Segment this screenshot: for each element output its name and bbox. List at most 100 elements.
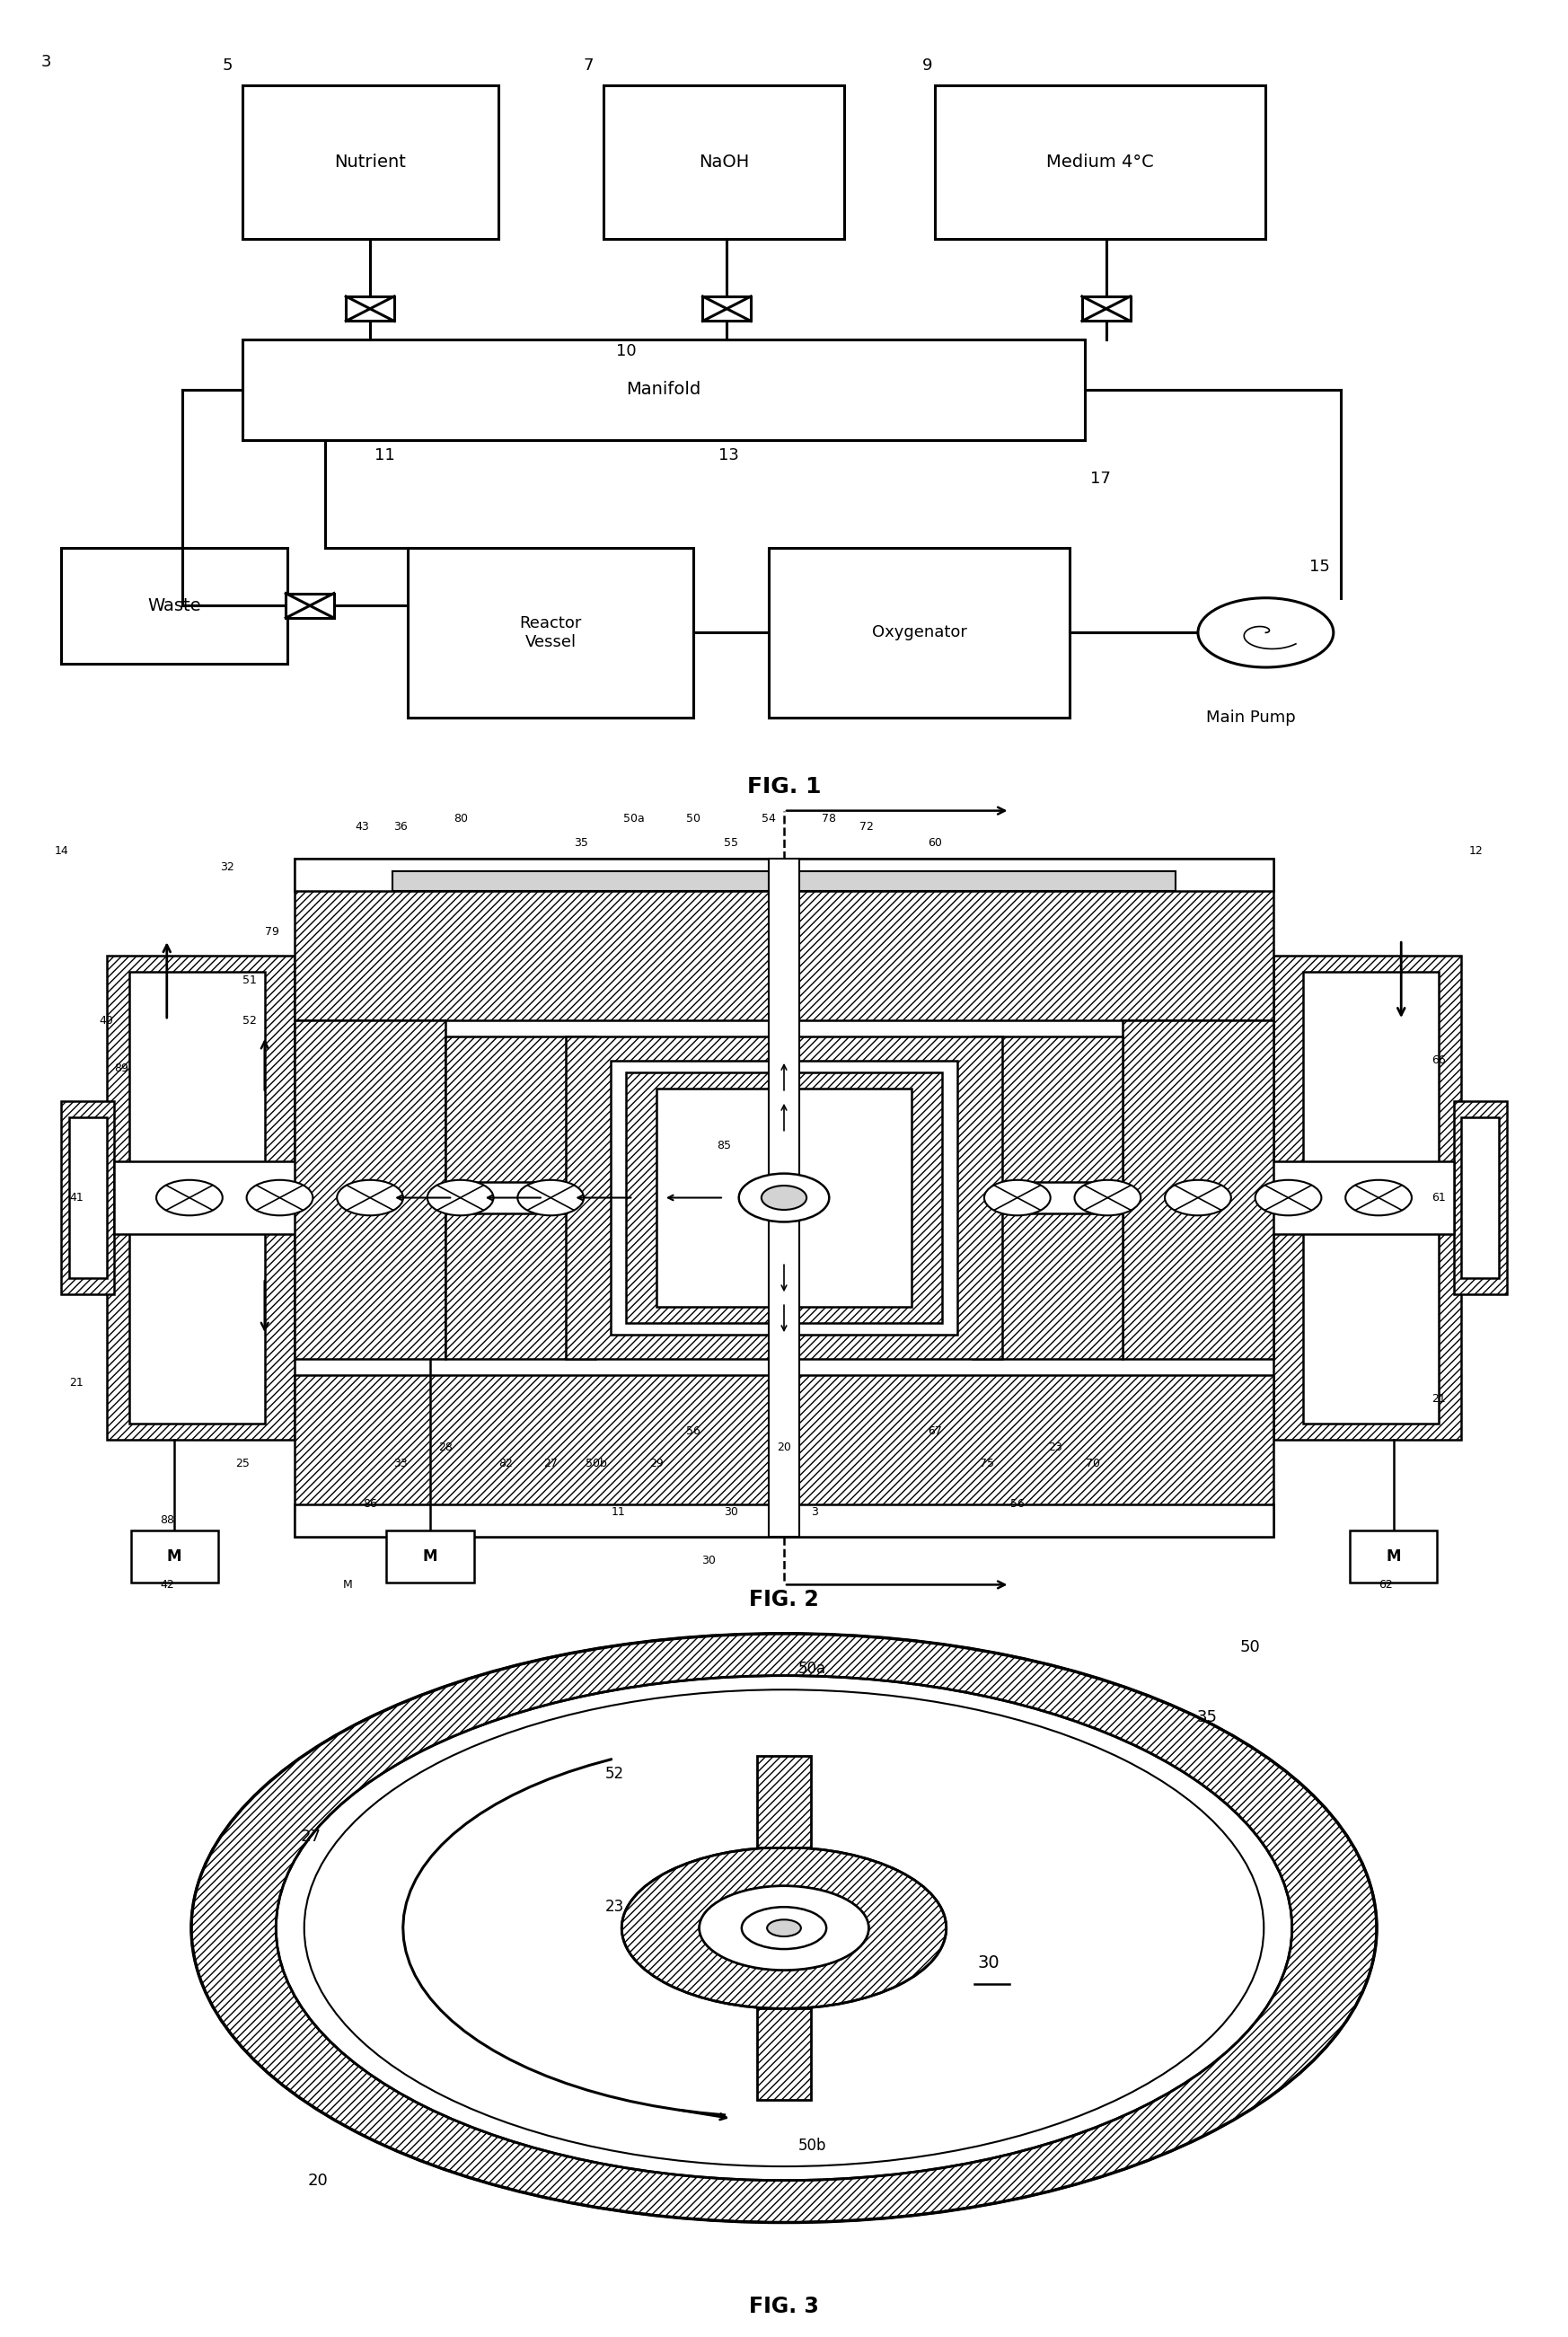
Circle shape bbox=[1198, 598, 1333, 668]
Text: 50a: 50a bbox=[798, 1662, 826, 1676]
Bar bbox=[445, 1038, 596, 1183]
Bar bbox=[702, 297, 751, 320]
Text: Oxygenator: Oxygenator bbox=[872, 624, 967, 640]
Circle shape bbox=[517, 1180, 583, 1215]
Circle shape bbox=[1165, 1180, 1231, 1215]
Bar bbox=[107, 956, 295, 1440]
Text: 15: 15 bbox=[1309, 559, 1330, 575]
Text: 62: 62 bbox=[1378, 1580, 1394, 1591]
Text: 80: 80 bbox=[453, 813, 467, 825]
Bar bbox=[295, 860, 1273, 890]
Text: 50: 50 bbox=[1239, 1641, 1261, 1655]
Text: 29: 29 bbox=[649, 1458, 663, 1470]
Text: 36: 36 bbox=[394, 820, 408, 832]
Text: 89: 89 bbox=[114, 1063, 129, 1075]
Text: 42: 42 bbox=[160, 1580, 174, 1591]
Bar bbox=[757, 1757, 811, 1846]
Circle shape bbox=[1345, 1180, 1411, 1215]
Text: Reactor
Vessel: Reactor Vessel bbox=[519, 615, 582, 650]
Text: Medium 4°C: Medium 4°C bbox=[1046, 154, 1154, 171]
Wedge shape bbox=[621, 1846, 947, 2007]
Bar bbox=[241, 84, 499, 238]
Text: 27: 27 bbox=[544, 1458, 558, 1470]
Text: 20: 20 bbox=[776, 1442, 792, 1454]
Text: 14: 14 bbox=[55, 846, 69, 858]
Text: 30: 30 bbox=[701, 1554, 717, 1566]
Bar bbox=[1454, 1101, 1507, 1295]
Text: 88: 88 bbox=[160, 1514, 174, 1526]
Text: 33: 33 bbox=[394, 1458, 408, 1470]
Text: 61: 61 bbox=[1432, 1192, 1446, 1204]
Text: 25: 25 bbox=[235, 1458, 249, 1470]
Text: 50a: 50a bbox=[622, 813, 644, 825]
Circle shape bbox=[1074, 1180, 1142, 1215]
Bar bbox=[972, 1038, 1123, 1183]
Bar bbox=[295, 1021, 445, 1360]
Bar bbox=[295, 1505, 1273, 1535]
Text: Nutrient: Nutrient bbox=[334, 154, 406, 171]
Bar bbox=[387, 1531, 474, 1582]
Bar bbox=[768, 860, 800, 1535]
Text: 17: 17 bbox=[1090, 470, 1110, 486]
Text: 66: 66 bbox=[1432, 1054, 1446, 1066]
Text: 54: 54 bbox=[762, 813, 776, 825]
Text: 50b: 50b bbox=[798, 2138, 826, 2152]
Text: 82: 82 bbox=[499, 1458, 513, 1470]
Text: Waste: Waste bbox=[147, 596, 201, 615]
Bar bbox=[1461, 1117, 1499, 1278]
Text: 70: 70 bbox=[1085, 1458, 1099, 1470]
Text: 9: 9 bbox=[922, 58, 931, 75]
Bar bbox=[1123, 1021, 1273, 1360]
Bar bbox=[130, 1531, 218, 1582]
Circle shape bbox=[1254, 1180, 1322, 1215]
Text: 7: 7 bbox=[583, 58, 593, 75]
Text: 35: 35 bbox=[574, 837, 588, 848]
Bar bbox=[612, 1061, 956, 1334]
Circle shape bbox=[762, 1185, 806, 1211]
Bar bbox=[566, 1038, 1002, 1360]
Text: 11: 11 bbox=[375, 446, 395, 463]
Text: 41: 41 bbox=[69, 1192, 83, 1204]
Circle shape bbox=[739, 1173, 829, 1222]
Text: 11: 11 bbox=[612, 1507, 626, 1519]
Bar bbox=[1350, 1531, 1438, 1582]
Text: 60: 60 bbox=[927, 837, 942, 848]
Text: M: M bbox=[423, 1549, 437, 1563]
Wedge shape bbox=[191, 1634, 1377, 2222]
Bar bbox=[972, 1213, 1123, 1360]
Bar bbox=[69, 1117, 107, 1278]
Bar bbox=[241, 339, 1085, 439]
Text: 85: 85 bbox=[717, 1140, 731, 1152]
Text: 55: 55 bbox=[724, 837, 739, 848]
Text: FIG. 1: FIG. 1 bbox=[746, 776, 822, 797]
Bar bbox=[768, 547, 1069, 717]
Text: 56: 56 bbox=[1010, 1498, 1024, 1510]
Text: M: M bbox=[343, 1580, 353, 1591]
Bar bbox=[1303, 972, 1439, 1423]
Text: 27: 27 bbox=[301, 1830, 321, 1844]
Text: 78: 78 bbox=[822, 813, 836, 825]
Circle shape bbox=[337, 1180, 403, 1215]
Text: 52: 52 bbox=[243, 1014, 257, 1026]
Bar bbox=[1082, 297, 1131, 320]
Bar bbox=[392, 872, 1176, 890]
Text: 72: 72 bbox=[859, 820, 873, 832]
Text: 3: 3 bbox=[41, 54, 52, 70]
Bar bbox=[285, 594, 334, 617]
Text: FIG. 3: FIG. 3 bbox=[750, 2295, 818, 2318]
Bar bbox=[445, 1213, 596, 1360]
Text: 21: 21 bbox=[1432, 1393, 1446, 1405]
Text: 12: 12 bbox=[1469, 846, 1483, 858]
Bar bbox=[408, 547, 693, 717]
Circle shape bbox=[699, 1886, 869, 1970]
Text: 23: 23 bbox=[605, 1900, 624, 1914]
Text: FIG. 2: FIG. 2 bbox=[750, 1589, 818, 1610]
Bar bbox=[604, 84, 844, 238]
Text: 5: 5 bbox=[223, 58, 232, 75]
Circle shape bbox=[767, 1919, 801, 1937]
Text: 67: 67 bbox=[927, 1426, 942, 1437]
Text: 56: 56 bbox=[687, 1426, 701, 1437]
Text: 35: 35 bbox=[1196, 1711, 1218, 1725]
Text: 51: 51 bbox=[243, 975, 257, 986]
Text: 79: 79 bbox=[265, 925, 279, 937]
